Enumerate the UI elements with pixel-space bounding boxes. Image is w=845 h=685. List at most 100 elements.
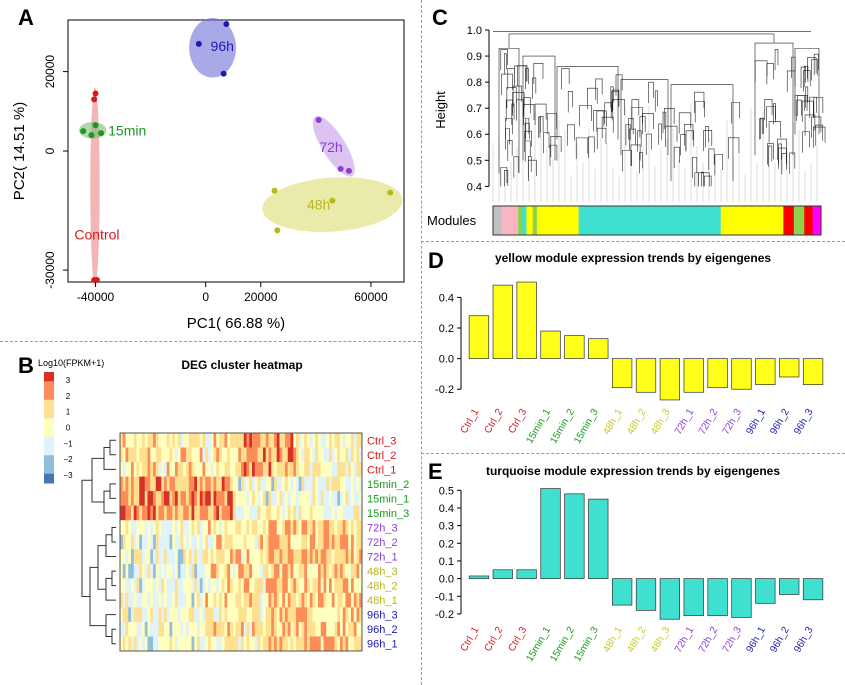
heatmap-cell — [301, 447, 305, 463]
color-key-swatch — [44, 401, 54, 404]
heatmap-cell — [249, 563, 253, 579]
heatmap-cell — [241, 592, 245, 608]
heatmap-cell — [122, 549, 126, 565]
bar — [755, 358, 776, 385]
heatmap-cell — [186, 607, 190, 623]
sub-branch — [648, 81, 654, 104]
color-key-swatch — [44, 477, 54, 480]
bar — [588, 498, 609, 579]
heatmap-cell — [359, 505, 363, 521]
dendrogram-link — [81, 479, 92, 597]
heatmap-cell — [320, 621, 324, 637]
heatmap-cell — [166, 462, 170, 477]
heatmap-cell — [202, 621, 206, 637]
heatmap-cell — [320, 491, 324, 506]
heatmap-cell — [175, 433, 179, 448]
heatmap-cell — [351, 534, 355, 550]
heatmap-cell — [120, 578, 124, 594]
heatmap-cell — [254, 476, 258, 492]
sub-branch — [813, 97, 824, 119]
heatmap-cell — [276, 636, 280, 652]
heatmap-cell — [293, 433, 297, 448]
heatmap-cell — [356, 476, 360, 492]
heatmap-cell — [351, 433, 355, 448]
heatmap-cell — [279, 476, 283, 492]
heatmap-cell — [285, 534, 289, 550]
x-tick-label: 0 — [202, 290, 209, 304]
sub-branch — [593, 110, 605, 132]
heatmap-cell — [271, 563, 275, 579]
heatmap-cell — [263, 563, 267, 579]
heatmap-cell — [208, 433, 212, 448]
x-category-label: 96h_1 — [744, 625, 768, 655]
heatmap-cell — [191, 505, 195, 521]
height-tick-label: 0.6 — [467, 129, 482, 141]
heatmap-cell — [205, 621, 209, 637]
heatmap-cell — [144, 447, 148, 463]
heatmap-cell — [230, 578, 234, 594]
sub-branch — [728, 137, 740, 159]
height-tick-label: 0.4 — [467, 181, 482, 193]
heatmap-cell — [348, 462, 352, 477]
heatmap-cell — [199, 491, 203, 506]
heatmap-cell — [202, 462, 206, 477]
heatmap-cell — [164, 636, 168, 652]
heatmap-cell — [342, 520, 346, 536]
heatmap-cell — [172, 491, 176, 506]
heatmap-cell — [243, 549, 247, 565]
heatmap-cell — [282, 476, 286, 492]
heatmap-cell — [351, 447, 355, 463]
heatmap-cell — [326, 491, 330, 506]
heatmap-cell — [309, 491, 313, 506]
heatmap-cell — [213, 462, 217, 477]
heatmap-cell — [155, 607, 159, 623]
heatmap-cell — [315, 636, 319, 652]
heatmap-cell — [318, 578, 322, 594]
heatmap-cell — [337, 563, 341, 579]
color-key-swatch — [44, 438, 54, 441]
heatmap-cell — [265, 563, 269, 579]
heatmap-cell — [326, 520, 330, 536]
sub-branch — [537, 116, 541, 138]
x-category-label: Ctrl_2 — [483, 407, 506, 436]
color-key-swatch — [44, 399, 54, 403]
heatmap-cell — [282, 578, 286, 594]
heatmap-cell — [320, 563, 324, 579]
heatmap-cell — [227, 607, 231, 623]
heatmap-cell — [235, 607, 239, 623]
bar — [802, 358, 824, 385]
heatmap-cell — [279, 462, 283, 477]
bar — [540, 488, 561, 579]
heatmap-cell — [232, 447, 236, 463]
heatmap-cell — [216, 520, 220, 536]
heatmap-cell — [285, 447, 289, 463]
heatmap-cell — [285, 520, 289, 536]
x-category-label: 96h_3 — [792, 407, 816, 437]
heatmap-cell — [260, 549, 264, 565]
sub-branch — [805, 86, 809, 108]
heatmap-cell — [337, 636, 341, 652]
heatmap-cell — [122, 563, 126, 579]
heatmap-cell — [315, 563, 319, 579]
heatmap-cell — [290, 636, 294, 652]
heatmap-cell — [307, 549, 311, 565]
heatmap-cell — [172, 621, 176, 637]
heatmap-cell — [230, 607, 234, 623]
heatmap-cell — [139, 491, 143, 506]
heatmap-cell — [142, 520, 146, 536]
heatmap-cell — [150, 621, 154, 637]
heatmap-cell — [342, 447, 346, 463]
heatmap-cell — [285, 433, 289, 448]
heatmap-cell — [293, 607, 297, 623]
x-category-label: Ctrl_3 — [506, 407, 529, 436]
heatmap-cell — [249, 549, 253, 565]
heatmap-cell — [348, 520, 352, 536]
heatmap-cell — [150, 491, 154, 506]
heatmap-cell — [216, 563, 220, 579]
heatmap-row-label: 96h_3 — [367, 610, 398, 622]
heatmap-cell — [213, 433, 217, 448]
sub-branch — [621, 150, 633, 172]
heatmap-cell — [186, 520, 190, 536]
heatmap-cell — [232, 607, 236, 623]
height-axis-label: Height — [433, 91, 448, 129]
